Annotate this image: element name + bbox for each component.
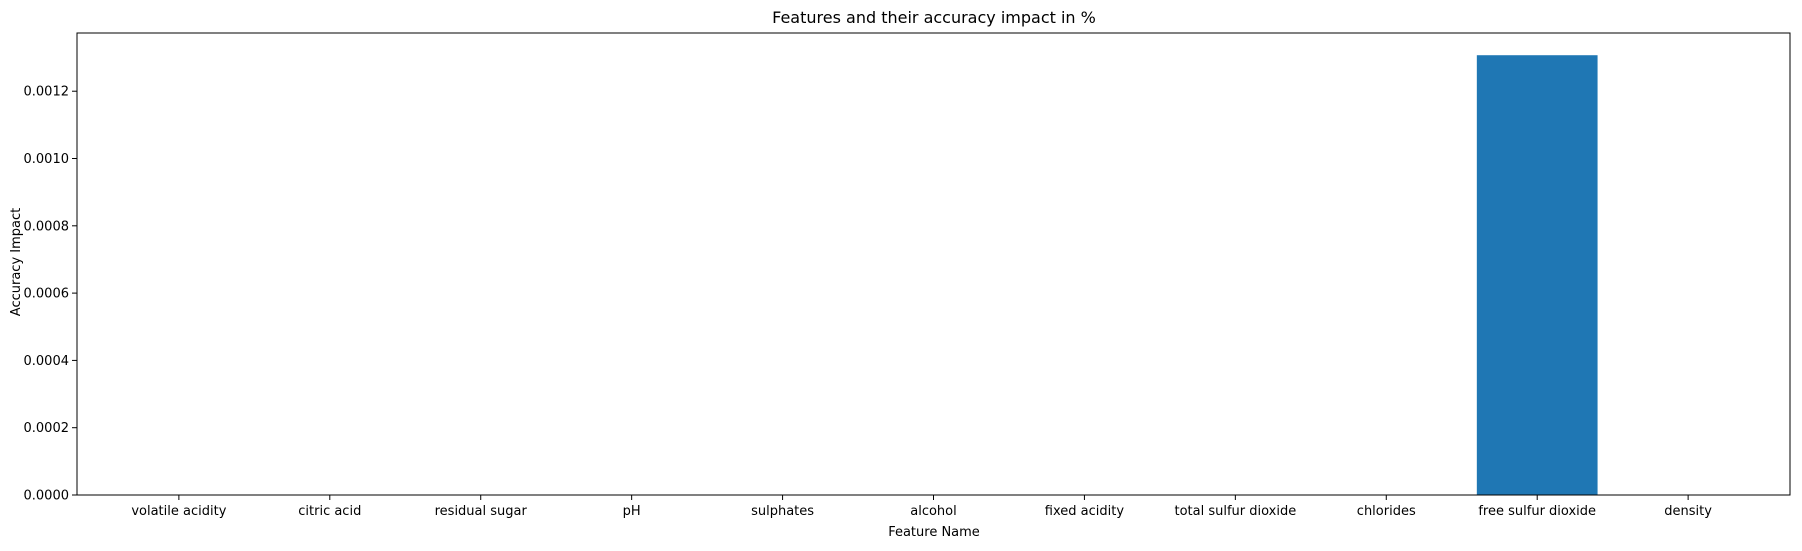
y-tick-label: 0.0002 — [24, 421, 70, 436]
x-tick-label: free sulfur dioxide — [1478, 504, 1596, 519]
x-axis-label: Feature Name — [888, 525, 980, 540]
x-tick-label: citric acid — [298, 504, 361, 519]
y-tick-label: 0.0004 — [24, 354, 70, 369]
x-tick-label: chlorides — [1357, 504, 1416, 519]
y-tick-label: 0.0006 — [24, 287, 70, 302]
bar-free-sulfur-dioxide — [1476, 55, 1598, 496]
x-tick-label: volatile acidity — [131, 504, 226, 519]
x-tick-label: fixed acidity — [1045, 504, 1125, 519]
plot-area: volatile acidity citric acid residual suga… — [24, 32, 1791, 519]
x-tick-label: total sulfur dioxide — [1174, 504, 1296, 519]
chart-title: Features and their accuracy impact in % — [772, 8, 1096, 27]
x-tick-label: sulphates — [751, 504, 814, 519]
y-tick-label: 0.0008 — [24, 219, 70, 234]
y-tick-label: 0.0000 — [24, 489, 70, 504]
y-axis-label: Accuracy Impact — [9, 208, 24, 316]
x-tick-label: pH — [623, 504, 641, 519]
y-tick-label: 0.0010 — [24, 152, 70, 167]
x-tick-label: density — [1664, 504, 1712, 519]
x-tick-label: alcohol — [910, 504, 956, 519]
y-tick-label: 0.0012 — [24, 85, 70, 100]
x-tick-label: residual sugar — [435, 504, 528, 519]
